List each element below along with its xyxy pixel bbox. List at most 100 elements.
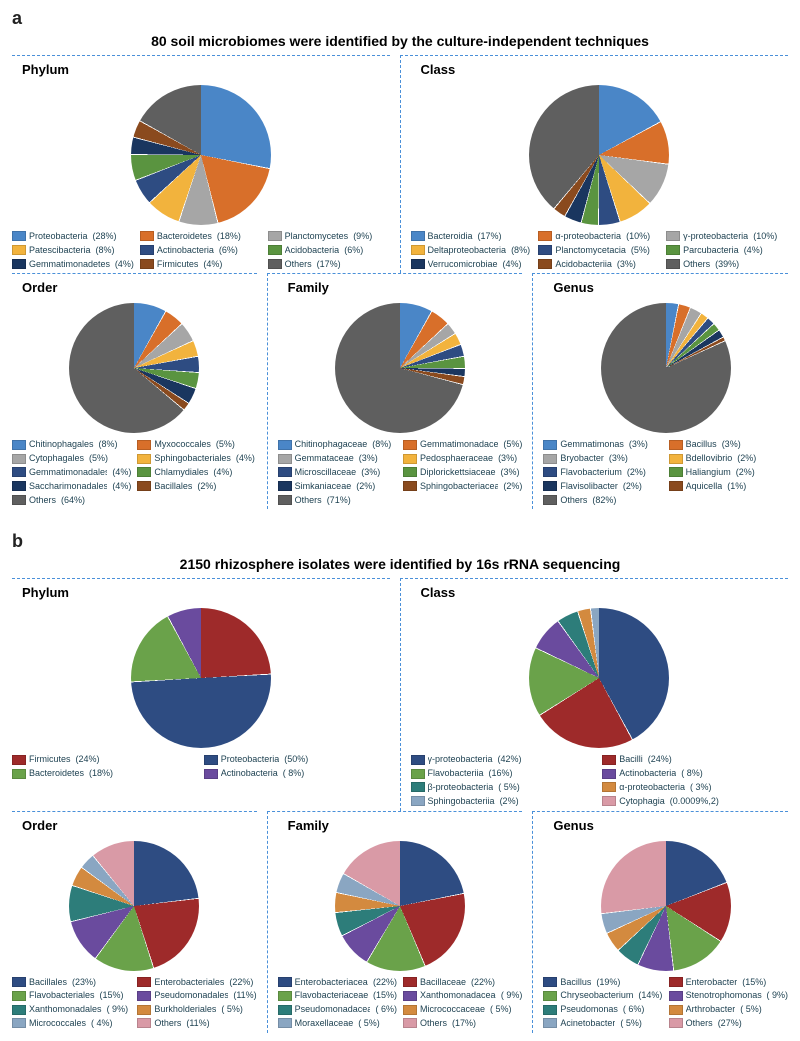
chart-title: Phylum xyxy=(22,585,390,600)
legend-pct: (3%) xyxy=(617,259,636,270)
legend-pct: ( 9%) xyxy=(501,990,523,1001)
legend-label: Parcubacteria xyxy=(683,245,739,256)
legend-item: Aquicella(1%) xyxy=(669,481,788,492)
legend-pct: (2%) xyxy=(627,467,646,478)
legend-swatch xyxy=(403,481,417,491)
legend-label: Flavobacteriaceae xyxy=(295,990,368,1001)
legend-pct: (23%) xyxy=(72,977,96,988)
legend-swatch xyxy=(278,991,292,1001)
legend-swatch xyxy=(403,1018,417,1028)
pie-wrap xyxy=(278,299,523,439)
legend-swatch xyxy=(669,1018,683,1028)
legend-swatch xyxy=(12,231,26,241)
legend-item: Bryobacter(3%) xyxy=(543,453,662,464)
legend: Firmicutes(24%)Proteobacteria(50%)Bacter… xyxy=(12,754,390,779)
legend-item: Bacteroidia(17%) xyxy=(411,231,533,242)
legend-item: Bdellovibrio(2%) xyxy=(669,453,788,464)
pie-chart xyxy=(529,608,669,748)
legend-item: Chitinophagaceae(8%) xyxy=(278,439,397,450)
legend-item: Flavobacteriales(15%) xyxy=(12,990,131,1001)
legend-label: Chitinophagales xyxy=(29,439,94,450)
legend-label: Bacteroidetes xyxy=(157,231,212,242)
legend-pct: (17%) xyxy=(317,259,341,270)
legend-pct: (3%) xyxy=(361,467,380,478)
legend-item: Bacteroidetes(18%) xyxy=(140,231,262,242)
legend-label: Gemmataceae xyxy=(295,453,354,464)
legend-label: Haliangium xyxy=(686,467,731,478)
legend-label: Myxococcales xyxy=(154,439,211,450)
legend-swatch xyxy=(140,245,154,255)
legend-label: Sphingobacteriales xyxy=(154,453,231,464)
legend-label: Pseudomonadales xyxy=(154,990,228,1001)
legend-swatch xyxy=(403,454,417,464)
legend-pct: ( 4%) xyxy=(91,1018,113,1029)
legend-pct: (22%) xyxy=(373,977,397,988)
legend-item: Gemmatimonadetes(4%) xyxy=(12,259,134,270)
legend-label: Pseudomonadaceae xyxy=(295,1004,371,1015)
legend-pct: (2%) xyxy=(503,481,522,492)
legend-swatch xyxy=(543,495,557,505)
legend-swatch xyxy=(669,977,683,987)
legend-pct: (17%) xyxy=(478,231,502,242)
legend-item: Burkholderiales( 5%) xyxy=(137,1004,256,1015)
legend-item: Haliangium (2%) xyxy=(669,467,788,478)
legend-item: Micrococcaceae( 5%) xyxy=(403,1004,522,1015)
legend-pct: (0.0009%,2) xyxy=(670,796,719,807)
legend: Proteobacteria(28%)Bacteroidetes(18%)Pla… xyxy=(12,231,390,269)
legend-item: Moraxellaceae( 5%) xyxy=(278,1018,397,1029)
legend-item: Patescibacteria(8%) xyxy=(12,245,134,256)
legend-item: Pseudomonas( 6%) xyxy=(543,1004,662,1015)
legend-item: Chlamydiales(4%) xyxy=(137,467,256,478)
legend-item: Gemmatimonadaceae(5%) xyxy=(403,439,522,450)
legend-pct: (3%) xyxy=(629,439,648,450)
pie-chart xyxy=(131,85,271,225)
legend-pct: (24%) xyxy=(76,754,100,765)
legend: Chitinophagaceae(8%) Gemmatimonadaceae(5%… xyxy=(278,439,523,505)
legend-pct: (2%) xyxy=(197,481,216,492)
legend: Bacteroidia(17%)α-proteobacteria(10%)γ-p… xyxy=(411,231,789,269)
legend-swatch xyxy=(543,1005,557,1015)
legend-item: Others(64%) xyxy=(12,495,131,506)
legend-swatch xyxy=(278,1018,292,1028)
legend-label: Others xyxy=(420,1018,447,1029)
legend-item: γ-proteobacteria(42%) xyxy=(411,754,597,765)
legend-pct: (42%) xyxy=(498,754,522,765)
legend-pct: (24%) xyxy=(648,754,672,765)
legend-swatch xyxy=(403,440,417,450)
legend-swatch xyxy=(204,755,218,765)
legend-label: Gemmatimonas xyxy=(560,439,624,450)
chart-title: Order xyxy=(22,280,257,295)
legend-pct: (2%) xyxy=(736,467,755,478)
legend-swatch xyxy=(403,467,417,477)
legend-item: Chitinophagales(8%) xyxy=(12,439,131,450)
legend-item: Flavobacteriaceae (15%) xyxy=(278,990,397,1001)
legend-label: Others xyxy=(29,495,56,506)
legend-swatch xyxy=(543,467,557,477)
legend-label: Others xyxy=(295,495,322,506)
legend-pct: (22%) xyxy=(229,977,253,988)
legend-swatch xyxy=(12,977,26,987)
chart-title: Family xyxy=(288,818,523,833)
legend-pct: (3%) xyxy=(722,439,741,450)
panel-a-title: 80 soil microbiomes were identified by t… xyxy=(12,33,788,49)
legend-swatch xyxy=(403,1005,417,1015)
legend-label: Bacillaceae xyxy=(420,977,466,988)
legend-item: α-proteobacteria( 3%) xyxy=(602,782,788,793)
legend-label: Micrococcaceae xyxy=(420,1004,485,1015)
legend-swatch xyxy=(411,245,425,255)
legend-item: Enterobacteriaceae(22%) xyxy=(278,977,397,988)
legend-item: Others(82%) xyxy=(543,495,662,506)
legend-item: α-proteobacteria(10%) xyxy=(538,231,660,242)
legend-label: Others xyxy=(285,259,312,270)
legend-label: Flavisolibacter xyxy=(560,481,618,492)
legend-item: Gemmataceae(3%) xyxy=(278,453,397,464)
legend-pct: (17%) xyxy=(452,1018,476,1029)
legend-swatch xyxy=(602,782,616,792)
legend-pct: (15%) xyxy=(373,990,397,1001)
legend-swatch xyxy=(669,481,683,491)
chart-title: Family xyxy=(288,280,523,295)
legend-pct: (14%) xyxy=(638,990,662,1001)
pie-wrap xyxy=(411,81,789,231)
legend-pct: (27%) xyxy=(718,1018,742,1029)
legend-pct: ( 8%) xyxy=(283,768,305,779)
